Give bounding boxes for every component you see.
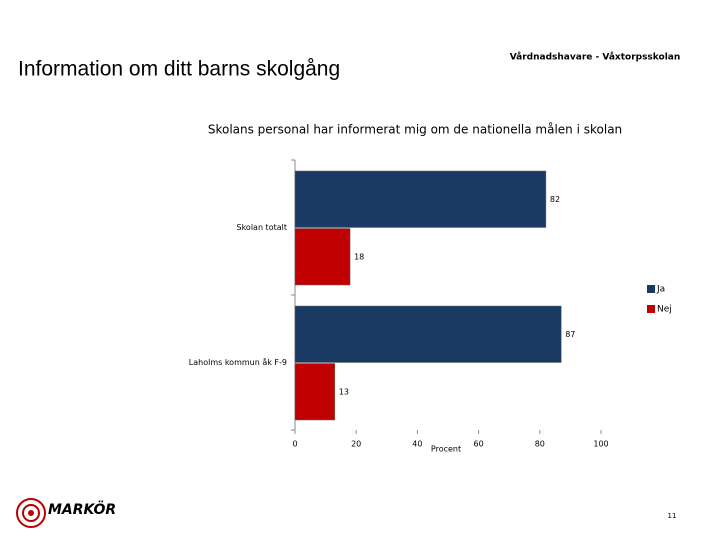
logo-text: MARKÖR [48, 500, 116, 518]
x-axis-label: Procent [431, 445, 461, 454]
x-tick-label: 20 [351, 440, 361, 449]
slide-subtitle: Vårdnadshavare - Våxtorpsskolan [510, 52, 681, 63]
x-tick-label: 40 [412, 440, 422, 449]
data-label: 87 [565, 330, 575, 339]
data-label: 18 [354, 252, 364, 261]
x-tick-label: 60 [474, 440, 484, 449]
logo-dot [28, 510, 34, 516]
legend-swatch [647, 305, 655, 313]
logo-ring [16, 498, 46, 528]
data-label: 13 [339, 387, 349, 396]
bar [294, 305, 562, 363]
legend-label: Nej [657, 305, 672, 315]
bar [294, 228, 351, 286]
y-tick-label: Skolan totalt [237, 223, 288, 232]
logo-ring [22, 504, 40, 522]
bar [294, 363, 336, 421]
page-number: 11 [668, 512, 677, 520]
logo: MARKÖR [16, 498, 116, 528]
y-tick-label: Laholms kommun åk F-9 [189, 357, 287, 367]
chart-title: Skolans personal har informerat mig om d… [208, 123, 622, 137]
x-tick-label: 100 [593, 440, 608, 449]
x-tick-label: 0 [292, 440, 297, 449]
legend-swatch [647, 285, 655, 293]
legend-label: Ja [656, 285, 665, 295]
bar [294, 170, 547, 228]
slide-title: Information om ditt barns skolgång [18, 58, 340, 81]
x-tick-label: 80 [535, 440, 545, 449]
data-label: 82 [550, 195, 560, 204]
